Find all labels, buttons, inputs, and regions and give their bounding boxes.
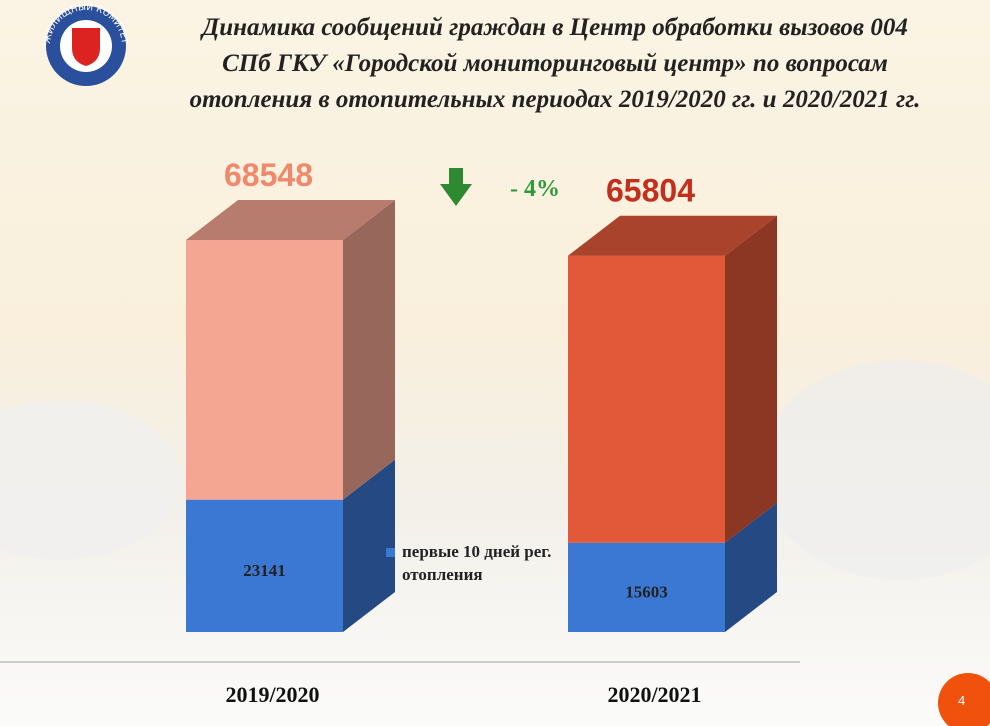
value-label: 15603: [625, 582, 668, 601]
cloud: [760, 360, 990, 580]
bar-side: [725, 215, 777, 543]
page-number: 4: [958, 693, 965, 708]
bar-top: [186, 200, 395, 240]
bar: [186, 499, 343, 632]
legend-label: первые 10 дней рег. отопления: [402, 542, 552, 584]
logo-shield: [72, 28, 100, 66]
cloud: [0, 400, 180, 560]
bar-side: [725, 502, 777, 632]
x-tick-label: 2019/2020: [225, 682, 319, 707]
title-line: Динамика сообщений граждан в Центр обраб…: [202, 14, 908, 41]
bar-side: [343, 459, 395, 632]
bar-top: [568, 215, 777, 256]
total-label: 65804: [606, 173, 695, 209]
legend: первые 10 дней рег. отопления: [384, 540, 587, 586]
bar-side: [343, 200, 395, 500]
annotation: - 4%: [510, 176, 560, 202]
bar: [568, 255, 725, 543]
title-line: СПб ГКУ «Городской мониторинговый центр»…: [222, 50, 888, 77]
x-tick-label: 2020/2021: [607, 682, 701, 707]
total-label: 68548: [224, 157, 313, 193]
legend-swatch: [386, 548, 395, 557]
title-line: отопления в отопительных периодах 2019/2…: [189, 86, 921, 113]
bar: [186, 240, 343, 500]
bar: [568, 542, 725, 632]
value-label: 23141: [243, 561, 286, 580]
down-arrow: [440, 168, 472, 206]
page-badge: [938, 673, 990, 726]
